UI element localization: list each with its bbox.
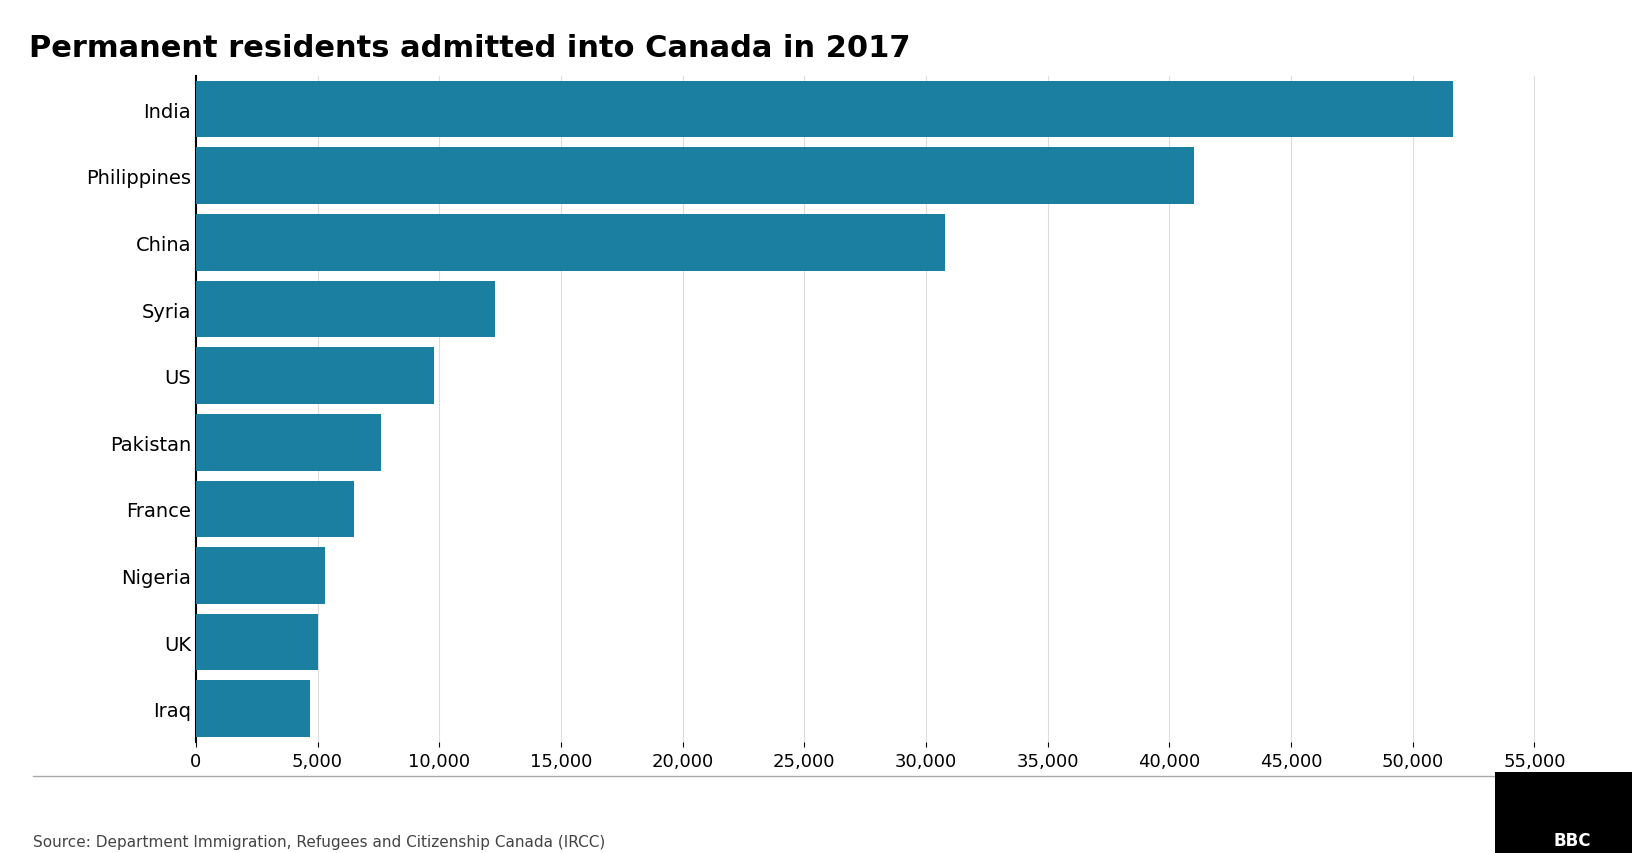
Bar [196,348,434,404]
Text: Source: Department Immigration, Refugees and Citizenship Canada (IRCC): Source: Department Immigration, Refugees… [33,833,605,849]
Text: Permanent residents admitted into Canada in 2017: Permanent residents admitted into Canada… [29,34,911,63]
Bar [196,82,1452,138]
Bar [196,481,354,537]
Bar [196,681,310,737]
Bar [196,215,945,271]
Bar [196,614,318,670]
Bar [196,281,494,338]
Bar [196,548,325,604]
Bar [196,148,1193,205]
Bar [196,415,380,471]
Text: BBC: BBC [1554,831,1591,849]
